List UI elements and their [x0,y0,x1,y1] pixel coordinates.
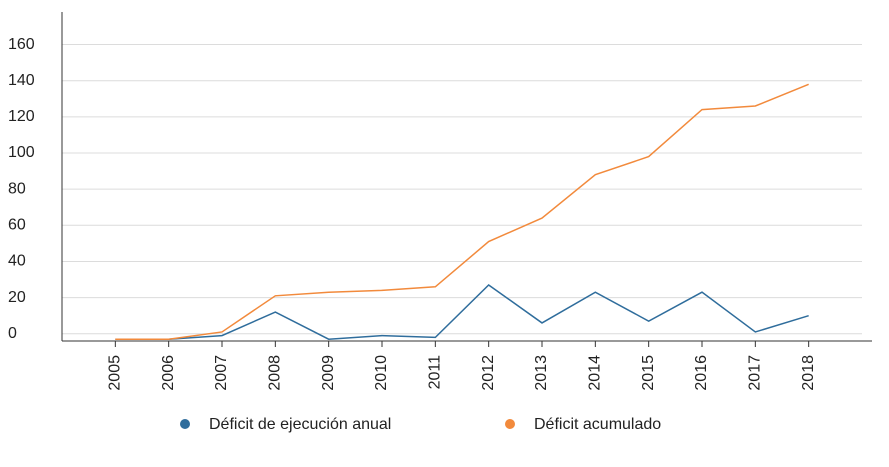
x-tick-label: 2011 [427,355,444,390]
x-tick-label: 2008 [267,355,284,391]
y-tick-label: 120 [8,108,35,125]
line-series [115,83,809,340]
legend-marker [505,419,515,429]
x-tick-label: 2018 [800,355,817,391]
y-tick-label: 0 [8,325,17,342]
x-tick-label: 2010 [373,355,390,391]
x-tick-label: 2005 [107,355,124,391]
y-tick-label: 60 [8,217,26,234]
x-tick-label: 2014 [587,355,604,391]
x-tick-label: 2015 [640,355,657,391]
legend-label: Déficit acumulado [534,416,661,433]
x-tick-label: 2016 [693,355,710,391]
x-tick-label: 2013 [533,355,550,391]
y-tick-label: 40 [8,253,26,270]
y-tick-label: 20 [8,289,26,306]
line-series [115,283,809,340]
x-tick-label: 2017 [747,355,764,391]
legend-marker [180,419,190,429]
y-tick-label: 100 [8,144,35,161]
y-tick-label: 160 [8,36,35,53]
y-tick-label: 140 [8,72,35,89]
x-tick-label: 2012 [480,355,497,391]
x-tick-label: 2009 [320,355,337,391]
legend-label: Déficit de ejecución anual [209,416,391,433]
x-tick-label: 2006 [160,355,177,391]
y-tick-label: 80 [8,180,26,197]
x-tick-label: 2007 [213,355,230,391]
